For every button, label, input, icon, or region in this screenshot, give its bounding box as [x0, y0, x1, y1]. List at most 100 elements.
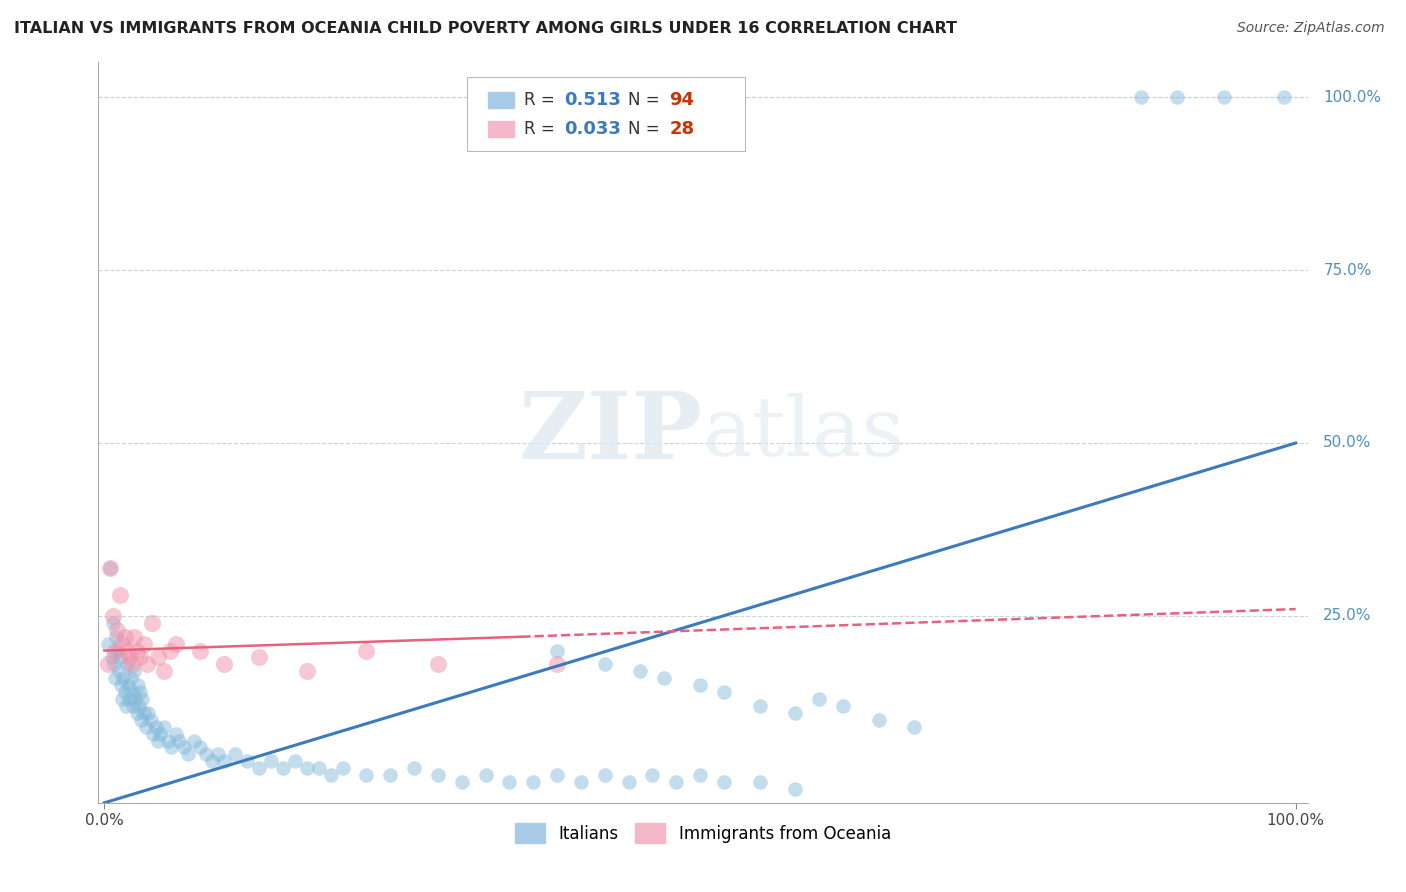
- Point: [104, 643, 127, 657]
- Point: [153, 665, 176, 679]
- Point: [832, 698, 855, 713]
- Point: [212, 754, 235, 768]
- Point: [98, 560, 121, 574]
- Point: [98, 560, 121, 574]
- Point: [194, 747, 217, 762]
- Point: [122, 665, 145, 679]
- Point: [118, 650, 141, 665]
- Point: [160, 740, 183, 755]
- Point: [546, 657, 568, 672]
- Point: [188, 643, 211, 657]
- Point: [713, 685, 735, 699]
- Point: [593, 657, 616, 672]
- Point: [641, 768, 664, 782]
- Text: 28: 28: [669, 120, 695, 138]
- Point: [284, 754, 307, 768]
- Point: [104, 671, 127, 685]
- Point: [319, 768, 342, 782]
- Point: [212, 657, 235, 672]
- Point: [689, 678, 711, 692]
- Point: [101, 609, 124, 624]
- Point: [808, 692, 831, 706]
- Point: [117, 678, 139, 692]
- Text: 25.0%: 25.0%: [1323, 608, 1372, 624]
- Point: [1129, 90, 1152, 104]
- Point: [247, 650, 270, 665]
- Point: [149, 726, 172, 740]
- Point: [450, 775, 472, 789]
- Point: [153, 720, 176, 734]
- Point: [122, 698, 145, 713]
- Point: [356, 643, 378, 657]
- Point: [139, 713, 162, 727]
- Point: [177, 747, 200, 762]
- Point: [404, 761, 426, 775]
- Point: [101, 615, 124, 630]
- Point: [165, 637, 187, 651]
- Point: [1272, 90, 1295, 104]
- Point: [236, 754, 259, 768]
- Point: [108, 588, 131, 602]
- Point: [785, 781, 807, 796]
- Point: [125, 706, 148, 720]
- Bar: [488, 92, 515, 108]
- Point: [200, 754, 222, 768]
- Point: [426, 768, 449, 782]
- Point: [114, 685, 136, 699]
- Point: [630, 665, 652, 679]
- Point: [748, 698, 770, 713]
- Point: [131, 692, 153, 706]
- Point: [122, 630, 145, 644]
- Point: [295, 665, 318, 679]
- Point: [689, 768, 711, 782]
- Point: [165, 726, 187, 740]
- Point: [271, 761, 294, 775]
- Point: [121, 657, 143, 672]
- Point: [868, 713, 890, 727]
- Point: [145, 720, 167, 734]
- Point: [380, 768, 402, 782]
- Point: [522, 775, 544, 789]
- Point: [114, 630, 136, 644]
- Text: N =: N =: [628, 91, 665, 109]
- Point: [105, 630, 128, 644]
- Point: [107, 623, 129, 637]
- Point: [146, 733, 169, 747]
- Point: [103, 657, 125, 672]
- Point: [903, 720, 925, 734]
- Point: [100, 650, 122, 665]
- Point: [136, 657, 159, 672]
- Point: [156, 733, 179, 747]
- Point: [125, 643, 148, 657]
- Point: [129, 650, 152, 665]
- Point: [308, 761, 330, 775]
- Point: [138, 706, 160, 720]
- Text: 75.0%: 75.0%: [1323, 262, 1372, 277]
- Point: [426, 657, 449, 672]
- Point: [141, 615, 163, 630]
- Point: [124, 692, 146, 706]
- Point: [1166, 90, 1188, 104]
- Point: [356, 768, 378, 782]
- Point: [617, 775, 640, 789]
- Point: [111, 692, 134, 706]
- Point: [127, 678, 149, 692]
- Point: [132, 706, 155, 720]
- Point: [569, 775, 592, 789]
- Point: [115, 657, 138, 672]
- Point: [713, 775, 735, 789]
- Text: 0.513: 0.513: [564, 91, 621, 109]
- Point: [111, 637, 134, 651]
- Bar: [488, 121, 515, 137]
- Point: [115, 643, 138, 657]
- Text: 100.0%: 100.0%: [1323, 89, 1381, 104]
- Point: [207, 747, 229, 762]
- Point: [173, 740, 195, 755]
- Point: [97, 657, 120, 672]
- Text: 94: 94: [669, 91, 695, 109]
- Legend: Italians, Immigrants from Oceania: Italians, Immigrants from Oceania: [509, 816, 897, 850]
- Point: [474, 768, 496, 782]
- Point: [108, 650, 131, 665]
- Point: [112, 671, 135, 685]
- Point: [785, 706, 807, 720]
